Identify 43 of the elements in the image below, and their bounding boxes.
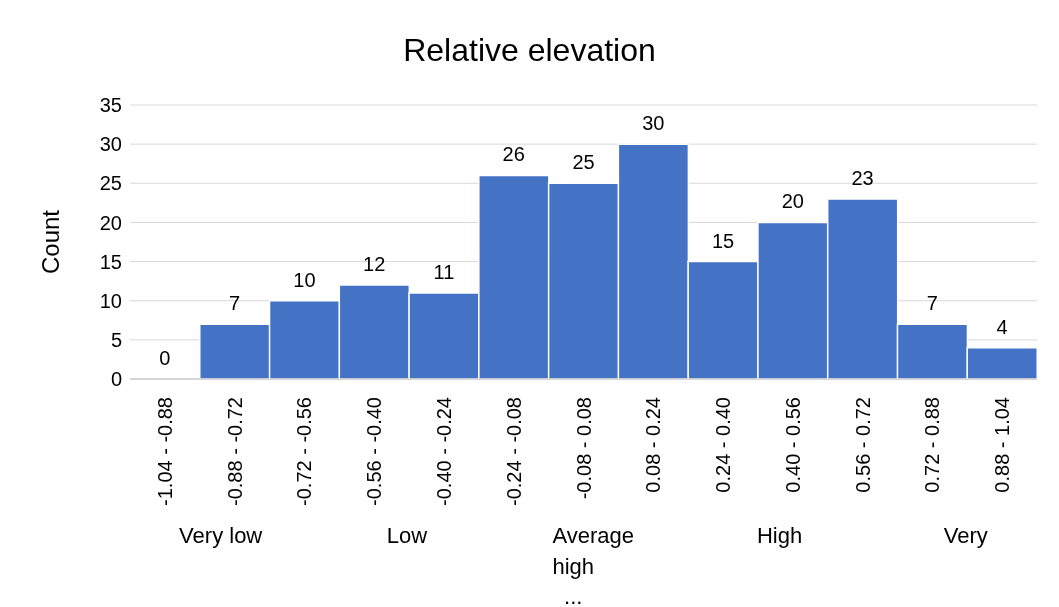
- data-label: 4: [996, 315, 1008, 338]
- y-tick-label: 15: [99, 250, 122, 273]
- x-tick-label: -0.88 - -0.72: [223, 397, 246, 506]
- data-label: 15: [711, 229, 735, 252]
- y-axis-title: Count: [36, 209, 64, 275]
- y-tick-label: 0: [110, 368, 122, 391]
- y-tick-label: 5: [110, 328, 122, 351]
- x-tick-label: 0.40 - 0.56: [781, 397, 804, 493]
- data-label: 11: [433, 260, 455, 283]
- y-tick-label: 20: [99, 211, 122, 234]
- data-label: 7: [229, 292, 241, 315]
- y-tick-label: 10: [99, 289, 122, 312]
- data-label: 12: [363, 253, 386, 276]
- data-label: 25: [572, 151, 595, 174]
- x-tick-label: -1.04 - -0.88: [153, 397, 176, 506]
- x-tick-label: -0.08 - 0.08: [572, 397, 595, 500]
- text: High: [755, 523, 804, 549]
- text: ...: [563, 584, 584, 607]
- x-tick-label: 0.56 - 0.72: [851, 397, 874, 493]
- data-label: 23: [851, 166, 874, 189]
- chart-title: Relative elevation: [402, 32, 657, 69]
- text: Average: [551, 523, 636, 549]
- x-tick-label: 0.72 - 0.88: [921, 397, 944, 493]
- data-label: 30: [642, 112, 665, 135]
- data-label: 7: [926, 292, 938, 315]
- x-tick-label: -0.24 - -0.08: [502, 397, 525, 506]
- data-label: 26: [502, 143, 525, 166]
- y-tick-label: 30: [99, 133, 122, 156]
- y-tick-label: 35: [99, 94, 122, 117]
- x-tick-label: 0.88 - 1.04: [991, 397, 1014, 493]
- data-label: 10: [293, 268, 316, 291]
- text: Very: [942, 523, 989, 549]
- x-tick-label: -0.72 - -0.56: [293, 397, 316, 506]
- text: Low: [385, 523, 429, 549]
- x-tick-label: -0.40 - -0.24: [432, 397, 455, 506]
- text: Very low: [178, 523, 264, 549]
- x-tick-label: -0.56 - -0.40: [363, 397, 386, 506]
- text: high: [551, 554, 596, 580]
- y-tick-label: 25: [99, 172, 122, 195]
- data-label: 0: [159, 347, 171, 369]
- x-tick-label: 0.24 - 0.40: [712, 397, 735, 493]
- x-tick-label: 0.08 - 0.24: [642, 397, 665, 493]
- data-label: 20: [781, 190, 804, 213]
